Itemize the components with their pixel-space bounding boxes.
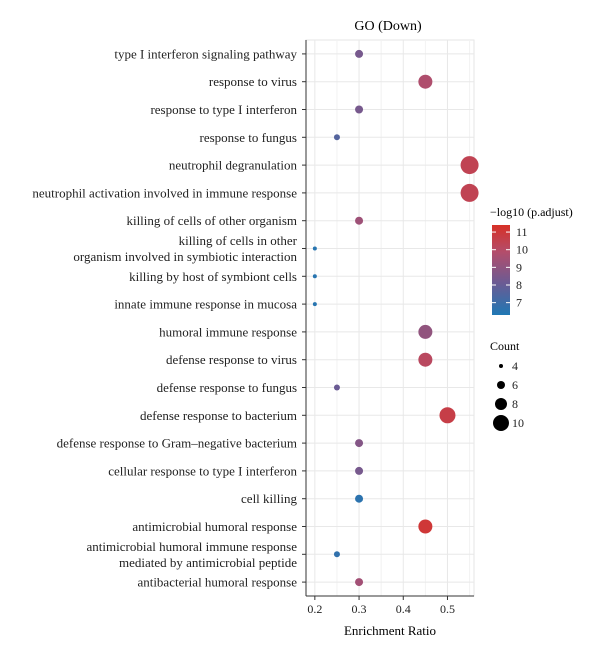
y-tick-label: killing of cells of other organism	[126, 213, 297, 228]
data-point	[418, 324, 433, 339]
y-tick-label: antibacterial humoral response	[137, 575, 297, 590]
color-legend-bar	[492, 225, 510, 315]
y-tick-label: type I interferon signaling pathway	[114, 46, 297, 61]
data-point	[439, 407, 456, 424]
data-point	[460, 183, 479, 202]
data-point	[333, 134, 340, 141]
data-point	[355, 466, 364, 475]
y-tick-label: defense response to fungus	[157, 380, 297, 395]
y-tick-label: defense response to Gram–negative bacter…	[57, 436, 297, 451]
x-axis-ticks: 0.2 0.3 0.4 0.5	[307, 596, 455, 616]
chart-title: GO (Down)	[354, 19, 422, 34]
size-legend-label: 4	[512, 359, 518, 373]
y-tick-label: antimicrobial humoral immune response med…	[87, 539, 298, 570]
data-point	[355, 578, 364, 587]
x-tick-label: 0.4	[396, 602, 411, 616]
size-legend-dot	[497, 381, 505, 389]
y-tick-label: defense response to virus	[166, 352, 297, 367]
data-point	[312, 274, 317, 279]
data-point	[312, 302, 317, 307]
y-tick-label: cellular response to type I interferon	[108, 463, 297, 478]
y-tick-label: killing by host of symbiont cells	[129, 269, 297, 284]
color-legend: −log10 (p.adjust) 7 8 9 10 11	[490, 205, 573, 315]
y-axis-category-labels: type I interferon signaling pathway respo…	[32, 46, 297, 589]
color-legend-tick-label: 11	[516, 225, 528, 239]
y-tick-label: innate immune response in mucosa	[114, 297, 297, 312]
color-legend-tick-label: 10	[516, 243, 528, 257]
size-legend-dot	[495, 398, 507, 410]
size-legend-dot	[493, 415, 509, 431]
y-tick-label: response to fungus	[200, 130, 298, 145]
color-legend-tick-label: 9	[516, 260, 522, 274]
color-legend-tick-label: 8	[516, 278, 522, 292]
y-axis-ticks	[302, 53, 306, 583]
data-point	[312, 246, 317, 251]
size-legend-title: Count	[490, 339, 520, 353]
color-legend-tick-label: 7	[516, 296, 522, 310]
y-tick-label: response to virus	[209, 74, 297, 89]
data-point	[418, 519, 433, 534]
data-point	[355, 439, 364, 448]
x-tick-label: 0.2	[307, 602, 322, 616]
plot-panel	[305, 39, 475, 597]
color-legend-title: −log10 (p.adjust)	[490, 205, 573, 219]
size-legend-dot	[499, 364, 503, 368]
data-point	[355, 494, 364, 503]
data-points	[312, 49, 479, 587]
y-tick-label: cell killing	[241, 491, 297, 506]
y-tick-label: response to type I interferon	[150, 102, 297, 117]
x-tick-label: 0.3	[352, 602, 367, 616]
x-tick-label: 0.5	[440, 602, 455, 616]
color-legend-ticks: 7 8 9 10 11	[492, 225, 528, 310]
y-tick-label: antimicrobial humoral response	[132, 519, 297, 534]
y-tick-label: humoral immune response	[159, 324, 297, 339]
data-point	[355, 216, 364, 225]
y-tick-label: neutrophil activation involved in immune…	[32, 185, 297, 200]
size-legend: Count 4 6 8 10	[490, 339, 524, 431]
size-legend-label: 6	[512, 378, 518, 392]
data-point	[460, 156, 479, 175]
y-tick-label: neutrophil degranulation	[169, 158, 298, 173]
data-point	[333, 551, 340, 558]
y-tick-label: killing of cells in other organism involv…	[73, 233, 297, 264]
data-point	[355, 49, 364, 58]
size-legend-label: 8	[512, 397, 518, 411]
y-tick-label: defense response to bacterium	[140, 408, 297, 423]
data-point	[418, 352, 433, 367]
size-legend-items: 4 6 8 10	[493, 359, 524, 431]
data-point	[355, 105, 364, 114]
size-legend-label: 10	[512, 416, 524, 430]
data-point	[418, 74, 433, 89]
x-axis-label: Enrichment Ratio	[344, 623, 436, 638]
data-point	[333, 384, 340, 391]
